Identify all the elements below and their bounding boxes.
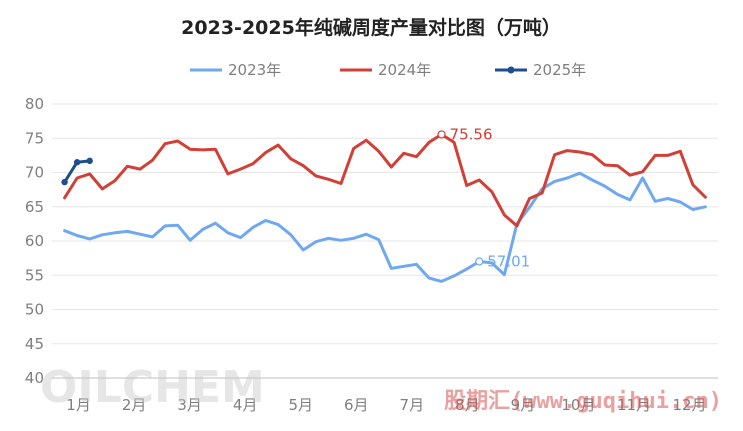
chart-legend: 2023年 2024年 2025年 (190, 61, 586, 79)
y-tick-label: 75 (25, 129, 44, 147)
annotation-label: 75.56 (450, 125, 493, 143)
y-tick-label: 55 (25, 266, 44, 284)
x-tick-label: 5月 (288, 396, 313, 414)
series-point (86, 157, 93, 165)
legend-marker (507, 66, 515, 74)
y-tick-label: 65 (25, 198, 44, 216)
y-axis-ticks: 40 45 50 55 60 65 70 75 80 (25, 95, 44, 387)
x-tick-label: 9月 (511, 396, 536, 414)
annotation-label: 57.01 (487, 252, 530, 270)
series-line-1 (63, 132, 707, 228)
x-tick-label: 8月 (455, 396, 480, 414)
watermark-site: 股期汇(www.guqihui.cn) (444, 389, 722, 414)
y-tick-label: 50 (25, 301, 44, 319)
watermark-brand: OILCHEM (40, 362, 265, 413)
x-tick-label: 10月 (561, 396, 595, 414)
x-tick-label: 7月 (400, 396, 425, 414)
y-tick-label: 40 (25, 369, 44, 387)
y-tick-label: 70 (25, 164, 44, 182)
legend-label: 2023年 (228, 61, 281, 79)
annotation-marker (437, 130, 446, 139)
annotation-marker (475, 257, 484, 266)
y-tick-label: 45 (25, 335, 44, 353)
chart-series (61, 132, 707, 283)
x-tick-label: 3月 (177, 396, 202, 414)
legend-label: 2024年 (378, 61, 431, 79)
y-tick-label: 80 (25, 95, 44, 113)
x-tick-label: 2月 (122, 396, 147, 414)
legend-label: 2025年 (533, 61, 586, 79)
series-line-0 (63, 171, 707, 283)
series-point (61, 178, 68, 186)
x-tick-label: 6月 (344, 396, 369, 414)
series-point (73, 159, 81, 166)
chart-annotations: 75.56 57.01 (437, 125, 530, 270)
x-tick-label: 11月 (617, 396, 651, 414)
x-tick-label: 12月 (672, 396, 706, 414)
y-tick-label: 60 (25, 232, 44, 250)
grid-lines (52, 103, 718, 379)
chart-title: 2023-2025年纯碱周度产量对比图（万吨） (181, 16, 561, 39)
x-tick-label: 1月 (66, 396, 91, 414)
x-axis-ticks: 1月 2月 3月 4月 5月 6月 7月 8月 9月 10月 11月 12月 (66, 396, 706, 414)
x-tick-label: 4月 (233, 396, 258, 414)
